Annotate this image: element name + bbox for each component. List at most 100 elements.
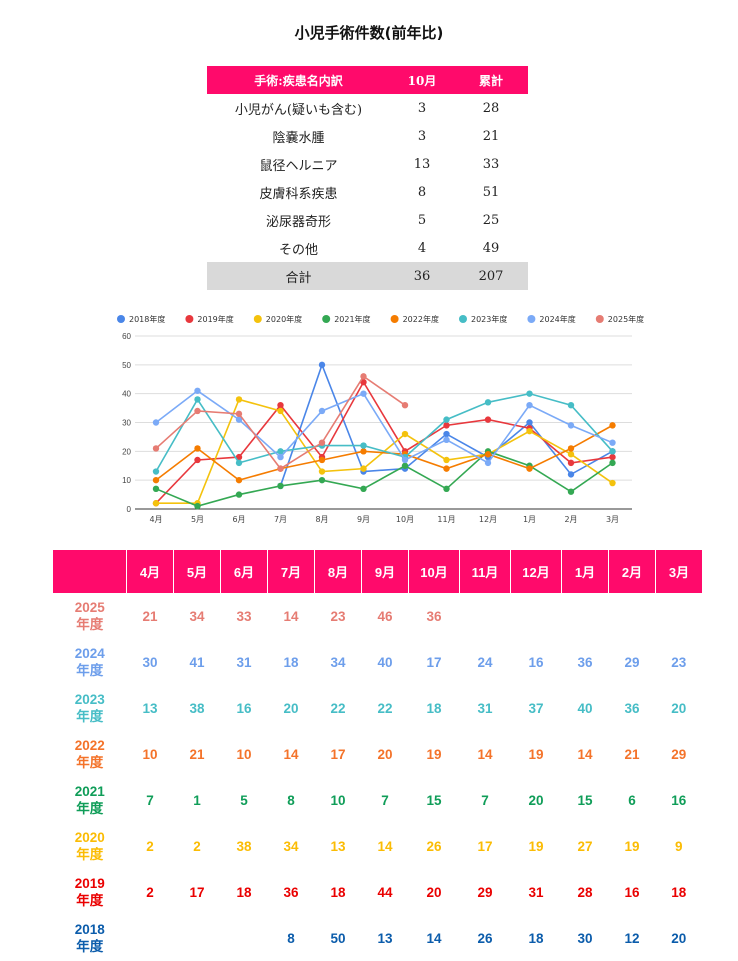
data-point xyxy=(152,419,160,426)
monthly-count-cell: 20 xyxy=(426,884,442,900)
monthly-count-cell xyxy=(511,593,562,639)
monthly-count-cell: 24 xyxy=(477,654,493,670)
monthly-count-cell: 7 xyxy=(381,792,389,808)
series-line xyxy=(155,380,613,504)
data-point xyxy=(526,390,533,397)
data-point xyxy=(235,396,243,403)
data-point xyxy=(609,459,616,467)
legend-marker xyxy=(185,315,194,323)
legend-label: 2023年度 xyxy=(471,314,507,324)
data-point xyxy=(360,390,367,397)
monthly-count-cell: 34 xyxy=(283,838,299,854)
monthly-count-cell: 30 xyxy=(577,930,593,946)
data-point xyxy=(194,502,201,510)
fiscal-year-label: 2019 年度 xyxy=(53,869,127,915)
legend-label: 2025年度 xyxy=(608,314,644,324)
year-number: 2023 xyxy=(74,692,105,707)
fiscal-year-row: 2024 年度 30 41 31 18 34 40 17 24 16 36 29 23 xyxy=(53,639,702,685)
monthly-count-cell: 31 xyxy=(528,884,544,900)
monthly-count-cell xyxy=(460,593,511,639)
monthly-count-cell: 41 xyxy=(189,654,205,670)
data-point xyxy=(443,456,450,464)
monthly-count-cell: 8 xyxy=(287,792,295,808)
monthly-count-cell: 23 xyxy=(330,608,346,624)
year-number: 2018 xyxy=(74,922,105,937)
data-point xyxy=(401,462,409,469)
monthly-count-cell: 10 xyxy=(330,792,346,808)
monthly-count-cell: 21 xyxy=(142,608,158,624)
monthly-count-cell: 33 xyxy=(236,608,252,624)
x-tick-label: 12月 xyxy=(479,515,497,524)
data-point xyxy=(277,453,284,461)
monthly-count-cell xyxy=(609,593,656,639)
summary-october-count: 8 xyxy=(417,184,427,200)
data-point xyxy=(360,485,367,493)
monthly-count-cell: 50 xyxy=(330,930,346,946)
data-point xyxy=(235,410,243,418)
monthly-count-cell: 18 xyxy=(671,884,687,900)
legend-label: 2018年度 xyxy=(129,314,165,324)
monthly-count-cell xyxy=(562,593,609,639)
data-point xyxy=(318,468,326,475)
summary-header-cumulative: 累計 xyxy=(454,66,528,94)
monthly-count-cell: 14 xyxy=(577,746,593,762)
monthly-count-cell: 18 xyxy=(283,654,299,670)
monthly-count-cell: 19 xyxy=(624,838,640,854)
monthly-count-cell: 46 xyxy=(377,608,393,624)
month-header: 9月 xyxy=(361,550,409,593)
fiscal-year-row: 2025 年度 21 34 33 14 23 46 36 xyxy=(53,593,702,639)
year-suffix: 年度 xyxy=(76,617,104,632)
data-point xyxy=(443,436,450,443)
y-tick-label: 50 xyxy=(122,361,131,370)
monthly-data-table: 4月 5月 6月 7月 8月 9月 10月 11月 12月 1月 2月 3月 2025 年度 21 34 33 1… xyxy=(53,550,702,961)
data-point xyxy=(526,465,533,472)
monthly-count-cell: 10 xyxy=(142,746,158,762)
fiscal-year-label: 2021 年度 xyxy=(53,777,127,823)
monthly-count-cell: 19 xyxy=(528,838,544,854)
summary-row: 鼠径ヘルニア 13 33 xyxy=(207,150,528,178)
monthly-count-cell: 19 xyxy=(528,746,544,762)
monthly-count-cell: 9 xyxy=(674,838,683,854)
x-tick-label: 3月 xyxy=(606,515,619,524)
monthly-count-cell: 31 xyxy=(236,654,252,670)
data-point xyxy=(360,465,367,472)
data-point xyxy=(567,471,575,478)
year-suffix: 年度 xyxy=(76,755,104,770)
fiscal-year-row: 2021 年度 7 1 5 8 10 7 15 7 20 15 6 16 xyxy=(53,777,702,823)
data-point xyxy=(443,416,450,423)
series-line xyxy=(155,450,613,507)
data-point xyxy=(567,422,575,429)
x-tick-label: 4月 xyxy=(149,515,162,524)
summary-row: 皮膚科系疾患 8 51 xyxy=(207,178,528,206)
monthly-count-cell: 29 xyxy=(671,746,687,762)
summary-row: 小児がん(疑いも含む) 3 28 xyxy=(207,94,528,122)
summary-october-count: 13 xyxy=(413,156,431,172)
fiscal-year-label: 2024 年度 xyxy=(53,639,127,685)
series-line xyxy=(155,424,613,482)
monthly-count-cell: 2 xyxy=(193,838,201,854)
data-point xyxy=(360,378,367,386)
monthly-count-cell: 20 xyxy=(528,792,544,808)
monthly-count-cell: 29 xyxy=(624,654,640,670)
monthly-count-cell: 17 xyxy=(426,654,442,670)
summary-header-october: 10月 xyxy=(390,66,454,94)
monthly-count-cell: 16 xyxy=(528,654,544,670)
monthly-count-cell: 20 xyxy=(377,746,393,762)
month-header: 3月 xyxy=(655,550,702,593)
data-point xyxy=(277,402,284,409)
monthly-count-cell xyxy=(656,593,703,639)
monthly-count-cell xyxy=(174,915,221,961)
monthly-count-cell: 17 xyxy=(477,838,493,854)
legend-label: 2024年度 xyxy=(539,314,575,324)
fiscal-year-row: 2018 年度 8 50 13 14 26 18 30 12 20 xyxy=(53,915,702,961)
monthly-count-cell: 27 xyxy=(577,838,593,854)
data-point xyxy=(401,402,409,409)
monthly-count-cell: 18 xyxy=(528,930,544,946)
x-tick-label: 6月 xyxy=(232,515,245,524)
data-point xyxy=(194,407,201,415)
summary-cumulative-count: 49 xyxy=(482,240,500,256)
data-point xyxy=(277,482,284,490)
surgery-breakdown-table: 手術:疾患名内訳 10月 累計 小児がん(疑いも含む) 3 28 陰嚢水腫 3 … xyxy=(207,66,528,290)
year-number: 2022 xyxy=(74,738,105,753)
fiscal-year-row: 2022 年度 10 21 10 14 17 20 19 14 19 14 21 29 xyxy=(53,731,702,777)
